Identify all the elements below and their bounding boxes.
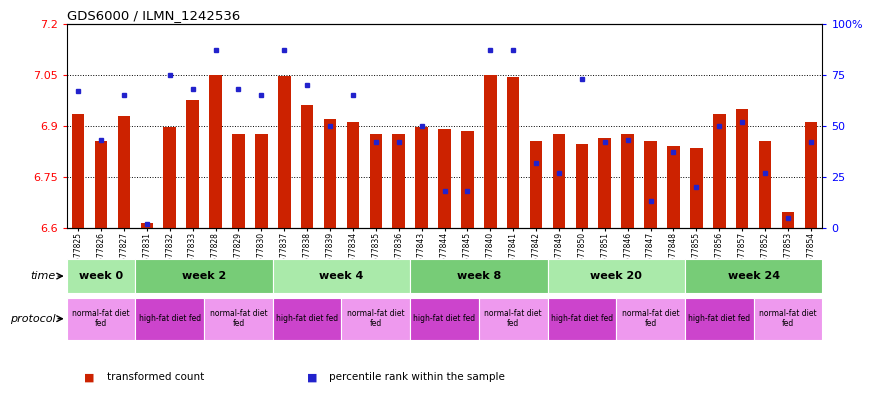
Bar [598, 138, 611, 228]
Bar [392, 134, 405, 228]
Bar [530, 141, 542, 228]
Bar [278, 76, 291, 228]
Bar [548, 298, 616, 340]
Bar [67, 259, 135, 293]
Bar [140, 223, 153, 228]
Bar [685, 298, 754, 340]
Text: normal-fat diet
fed: normal-fat diet fed [759, 309, 817, 329]
Bar [616, 298, 685, 340]
Text: week 20: week 20 [590, 271, 642, 281]
Bar [273, 298, 341, 340]
Bar [754, 298, 822, 340]
Text: transformed count: transformed count [107, 372, 204, 382]
Bar [135, 259, 273, 293]
Bar [548, 259, 685, 293]
Bar [685, 259, 822, 293]
Bar [209, 75, 222, 228]
Bar [575, 145, 589, 228]
Text: week 4: week 4 [319, 271, 364, 281]
Text: ■: ■ [307, 372, 317, 382]
Bar [324, 119, 336, 228]
Text: week 24: week 24 [727, 271, 780, 281]
Bar [72, 114, 84, 228]
Bar [438, 129, 451, 228]
Bar [410, 298, 479, 340]
Text: GDS6000 / ILMN_1242536: GDS6000 / ILMN_1242536 [67, 9, 240, 22]
Bar [736, 109, 749, 228]
Text: high-fat diet fed: high-fat diet fed [413, 314, 476, 323]
Text: percentile rank within the sample: percentile rank within the sample [329, 372, 505, 382]
Bar [300, 105, 314, 228]
Bar [95, 141, 108, 228]
Bar [135, 298, 204, 340]
Bar [553, 134, 565, 228]
Text: week 2: week 2 [182, 271, 226, 281]
Bar [781, 211, 794, 228]
Text: normal-fat diet
fed: normal-fat diet fed [485, 309, 542, 329]
Bar [255, 134, 268, 228]
Bar [415, 127, 428, 228]
Bar [341, 298, 410, 340]
Bar [690, 148, 702, 228]
Text: ■: ■ [84, 372, 95, 382]
Bar [805, 122, 817, 228]
Text: normal-fat diet
fed: normal-fat diet fed [72, 309, 130, 329]
Bar [164, 127, 176, 228]
Bar [479, 298, 548, 340]
Bar [507, 77, 519, 228]
Bar [759, 141, 772, 228]
Bar [713, 114, 725, 228]
Bar [187, 100, 199, 228]
Text: high-fat diet fed: high-fat diet fed [688, 314, 750, 323]
Bar [484, 75, 497, 228]
Bar [273, 259, 410, 293]
Bar [621, 134, 634, 228]
Bar [667, 146, 680, 228]
Bar [67, 298, 135, 340]
Text: high-fat diet fed: high-fat diet fed [551, 314, 613, 323]
Text: high-fat diet fed: high-fat diet fed [276, 314, 338, 323]
Text: week 0: week 0 [79, 271, 123, 281]
Bar [461, 131, 474, 228]
Text: high-fat diet fed: high-fat diet fed [139, 314, 201, 323]
Bar [232, 134, 244, 228]
Bar [347, 122, 359, 228]
Bar [410, 259, 548, 293]
Bar [645, 141, 657, 228]
Bar [117, 116, 130, 228]
Bar [204, 298, 273, 340]
Text: protocol: protocol [10, 314, 55, 324]
Bar [370, 134, 382, 228]
Text: normal-fat diet
fed: normal-fat diet fed [621, 309, 679, 329]
Text: time: time [30, 271, 55, 281]
Text: week 8: week 8 [457, 271, 501, 281]
Text: normal-fat diet
fed: normal-fat diet fed [347, 309, 404, 329]
Text: normal-fat diet
fed: normal-fat diet fed [210, 309, 268, 329]
